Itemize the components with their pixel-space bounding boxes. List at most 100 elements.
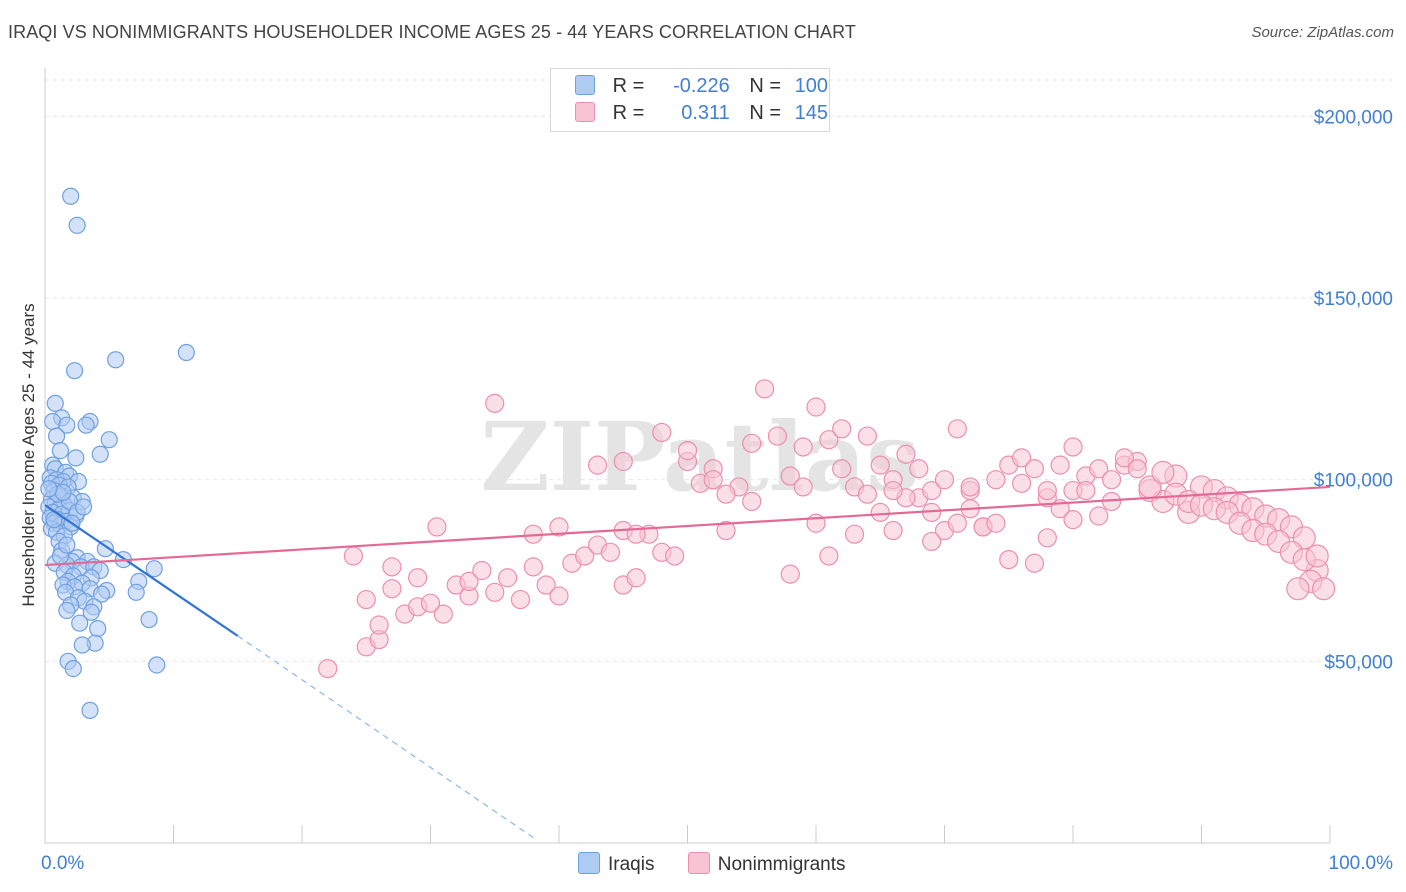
point-iraqis [92, 585, 111, 603]
point-nonimmigrants [883, 480, 903, 501]
point-iraqis [145, 560, 163, 578]
point-nonimmigrants [523, 557, 543, 577]
point-iraqis [65, 362, 84, 380]
legend-r-label: R = [612, 102, 645, 124]
point-nonimmigrants [742, 491, 762, 512]
tick-labels: $50,000 $100,000 $150,000 $200,000 0.0% 100.0… [41, 107, 1393, 874]
point-nonimmigrants [1286, 577, 1310, 601]
y-tick-label: $50,000 [1324, 652, 1393, 673]
point-nonimmigrants [420, 593, 441, 613]
point-iraqis [44, 412, 62, 431]
point-nonimmigrants [1311, 577, 1336, 601]
trend-line-iraqis-extension [237, 635, 534, 839]
y-tick-label: $200,000 [1314, 107, 1393, 128]
point-nonimmigrants [716, 520, 736, 541]
point-iraqis [40, 480, 58, 498]
point-nonimmigrants [1050, 455, 1070, 475]
point-nonimmigrants [1151, 460, 1175, 484]
point-iraqis [77, 416, 95, 434]
point-nonimmigrants [1127, 459, 1147, 479]
point-iraqis [68, 216, 86, 234]
legend-n-label: N = [749, 75, 782, 97]
point-nonimmigrants [652, 422, 672, 443]
point-nonimmigrants [1076, 480, 1096, 501]
point-nonimmigrants [703, 470, 723, 490]
point-nonimmigrants [947, 513, 967, 533]
legend-swatch-nonimmigrants [575, 102, 595, 122]
point-iraqis [127, 583, 145, 601]
legend-swatch-iraqis [578, 852, 600, 874]
legend-swatch-nonimmigrants [687, 852, 710, 874]
point-nonimmigrants [1024, 459, 1045, 479]
point-nonimmigrants [1114, 448, 1135, 468]
point-nonimmigrants [343, 546, 363, 566]
point-nonimmigrants [857, 484, 878, 504]
points [40, 187, 1336, 719]
point-nonimmigrants [427, 517, 447, 537]
point-nonimmigrants [549, 517, 569, 537]
point-iraqis [58, 536, 76, 554]
point-nonimmigrants [909, 459, 929, 479]
stats-legend: R = -0.226 N = 100 R = 0.311 N = 145 [550, 68, 830, 132]
y-axis-title: Householder Income Ages 25 - 44 years [19, 303, 38, 606]
point-nonimmigrants [485, 582, 505, 602]
point-nonimmigrants [1101, 470, 1122, 490]
point-iraqis [74, 498, 93, 516]
point-nonimmigrants [600, 542, 621, 562]
point-nonimmigrants [382, 579, 402, 599]
point-iraqis [67, 449, 85, 467]
point-nonimmigrants [986, 513, 1006, 533]
point-nonimmigrants [510, 589, 531, 610]
point-nonimmigrants [1063, 510, 1083, 530]
point-nonimmigrants [1089, 506, 1109, 526]
point-nonimmigrants [819, 430, 839, 450]
point-nonimmigrants [485, 393, 505, 413]
trend-line-iraqis [44, 504, 239, 637]
trend-line-nonimmigrants [44, 485, 1331, 567]
point-iraqis [71, 614, 89, 632]
point-iraqis [81, 701, 99, 719]
point-iraqis [62, 187, 80, 205]
point-iraqis [107, 351, 125, 369]
point-nonimmigrants [780, 466, 800, 486]
legend-r-value: -0.226 [673, 75, 730, 97]
point-nonimmigrants [986, 470, 1006, 490]
point-nonimmigrants [613, 451, 633, 472]
legend-n-value: 145 [794, 102, 828, 124]
point-nonimmigrants [716, 484, 736, 504]
point-iraqis [96, 540, 114, 558]
point-nonimmigrants [960, 477, 980, 497]
point-iraqis [177, 343, 195, 362]
point-nonimmigrants [754, 379, 775, 399]
point-nonimmigrants [626, 568, 646, 588]
point-nonimmigrants [844, 524, 865, 544]
point-nonimmigrants [767, 426, 788, 446]
point-nonimmigrants [498, 568, 518, 588]
grid [45, 79, 1392, 662]
point-iraqis [100, 431, 118, 449]
point-nonimmigrants [934, 470, 955, 490]
series-legend: Iraqis Nonimmigrants [578, 852, 874, 876]
legend-swatch-iraqis [575, 75, 595, 95]
point-nonimmigrants [536, 575, 556, 595]
point-nonimmigrants [587, 455, 608, 475]
point-nonimmigrants [549, 586, 569, 606]
x-tick-label: 0.0% [41, 853, 84, 874]
point-iraqis [82, 603, 100, 621]
point-nonimmigrants [857, 426, 878, 446]
point-nonimmigrants [1037, 528, 1057, 548]
point-iraqis [148, 656, 166, 674]
point-nonimmigrants [780, 564, 800, 584]
point-iraqis [73, 636, 91, 654]
point-iraqis [58, 416, 76, 434]
point-nonimmigrants [1011, 473, 1032, 493]
point-iraqis [89, 620, 107, 638]
point-nonimmigrants [1305, 544, 1329, 568]
point-iraqis [91, 445, 109, 463]
point-nonimmigrants [793, 477, 813, 497]
point-nonimmigrants [433, 604, 453, 624]
point-iraqis [47, 427, 66, 445]
legend-label-nonimmigrants: Nonimmigrants [717, 854, 846, 875]
point-nonimmigrants [665, 546, 685, 566]
point-nonimmigrants [896, 444, 916, 464]
